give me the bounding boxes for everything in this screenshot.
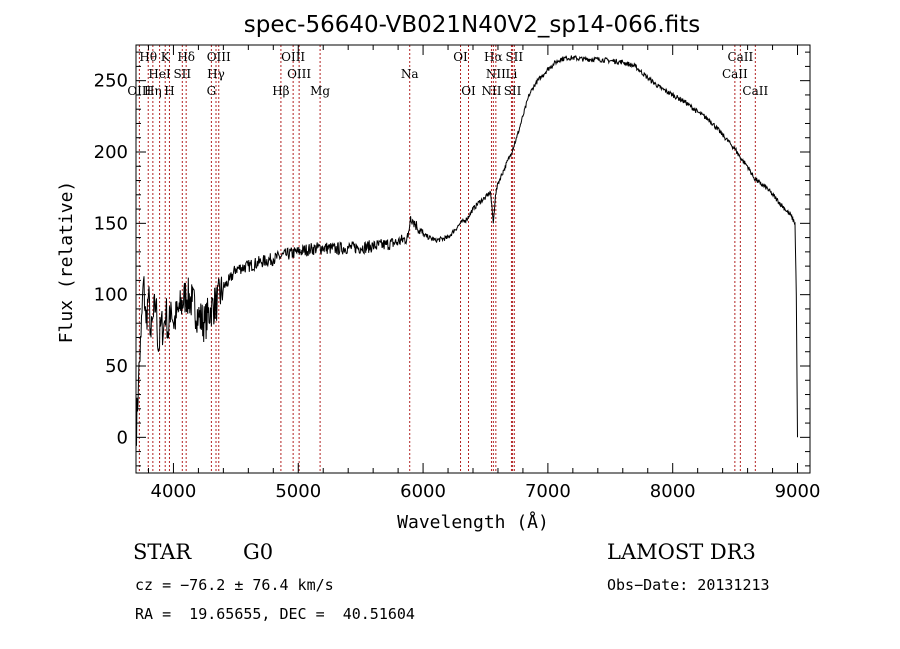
observation-date: Obs−Date: 20131213 [607,576,770,594]
line-label: CaII [742,84,768,98]
line-label: Hβ [272,84,289,98]
line-label: Na [401,67,419,81]
line-label: OI [453,50,468,64]
coordinates: RA = 19.65655, DEC = 40.51604 [135,605,415,623]
line-label: NII [486,67,506,81]
line-label: OI [461,84,476,98]
axes: 4000 5000 6000 7000 8000 9000 0 50 100 150 200 250 [94,45,821,502]
line-label: SII [504,84,522,98]
survey-name: LAMOST DR3 [607,540,756,564]
line-label: G [207,84,217,98]
line-label: Hη [144,84,162,98]
line-label: K [161,50,171,64]
y-tick-label: 250 [94,71,128,92]
redshift-velocity: cz = −76.2 ± 76.4 km/s [135,576,334,594]
line-label: SII [173,67,191,81]
x-tick-label: 8000 [650,481,696,502]
x-axis-label: Wavelength (Å) [397,511,549,533]
line-label: Li [506,67,518,81]
chart-title: spec-56640-VB021N40V2_sp14-066.fits [244,12,700,38]
line-label: OIII [207,50,231,64]
x-tick-label: 4000 [151,481,197,502]
line-label: OIII [281,50,305,64]
y-tick-label: 50 [105,356,128,377]
line-label: HeI [148,67,171,81]
line-label: Hθ [139,50,157,64]
y-tick-label: 200 [94,142,128,163]
y-tick-label: 150 [94,213,128,234]
x-tick-label: 6000 [400,481,446,502]
plot-frame [135,44,811,474]
object-class: STAR [133,540,192,564]
y-tick-label: 0 [117,427,128,448]
line-label: CaII [722,67,748,81]
line-label: NII [481,84,501,98]
y-tick-label: 100 [94,285,128,306]
line-label: Mg [310,84,330,98]
x-tick-label: 7000 [525,481,571,502]
line-label: CaII [727,50,753,64]
line-label: OIII [287,67,311,81]
object-subclass: G0 [243,540,274,564]
line-label: Hα [484,50,503,64]
spectrum-line [135,54,798,446]
x-tick-label: 9000 [775,481,821,502]
line-label: Hγ [207,67,225,81]
line-label: OIII [127,84,151,98]
x-tick-label: 5000 [275,481,321,502]
line-label: SII [505,50,523,64]
y-axis-label: Flux (relative) [56,181,77,344]
line-label: H [164,84,174,98]
line-label: Hδ [177,50,195,64]
